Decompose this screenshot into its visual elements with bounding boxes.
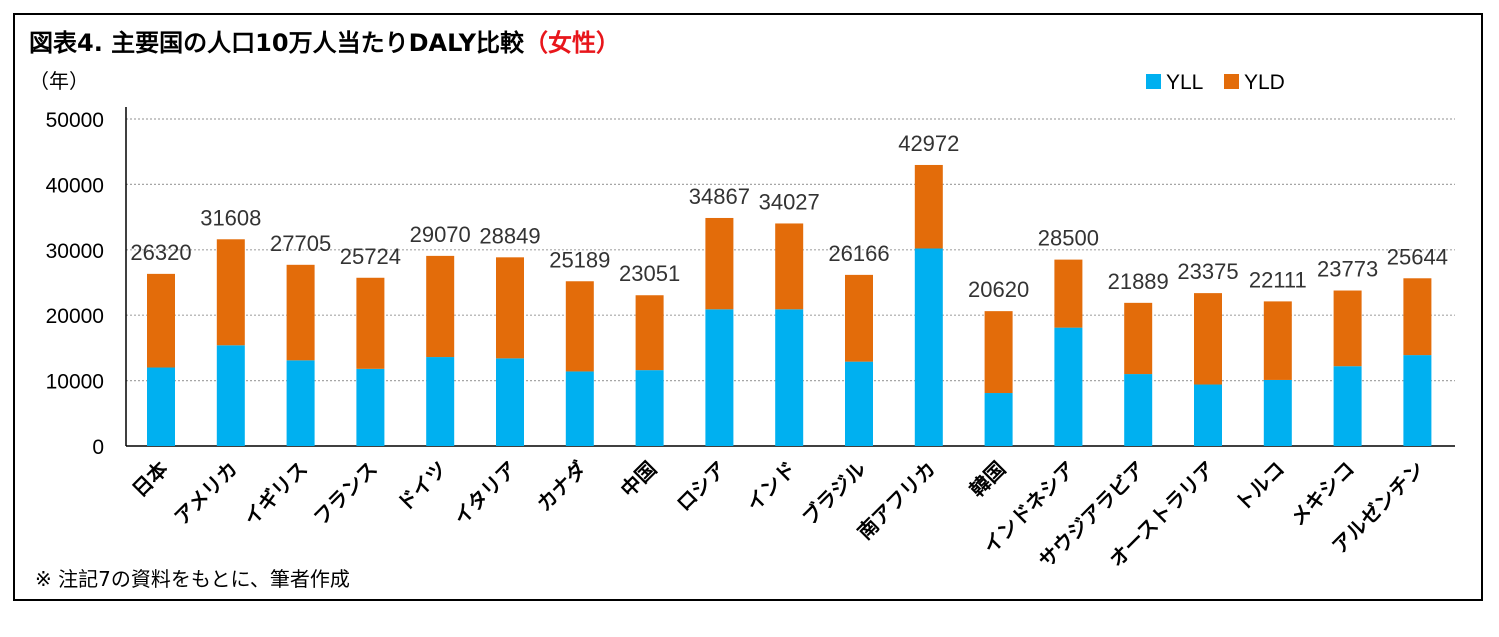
total-label: 31608: [200, 205, 261, 230]
bar-yll-5: [496, 358, 524, 446]
total-label: 42972: [898, 131, 959, 156]
bar-yld-12: [984, 311, 1013, 394]
total-label: 27705: [270, 231, 331, 256]
bar-yld-13: [1054, 259, 1083, 328]
bar-yld-2: [286, 264, 315, 361]
bar-yll-1: [216, 345, 245, 446]
bar-yld-18: [1403, 278, 1432, 356]
legend-label-yll: YLL: [1166, 71, 1203, 94]
bar-yll-11: [914, 248, 943, 446]
y-tick-label: 50000: [46, 109, 104, 132]
bar-yld-17: [1333, 290, 1362, 367]
y-tick-label: 40000: [46, 174, 104, 197]
bar-yll-7: [635, 370, 664, 446]
total-label: 21889: [1108, 269, 1169, 294]
x-category-label: フランス: [309, 457, 382, 530]
x-category-label: 韓国: [965, 457, 1010, 502]
chart-title: 図表4. 主要国の人口10万人当たりDALY比較（女性）: [29, 23, 620, 58]
total-label: 23375: [1177, 259, 1238, 284]
y-tick-label: 20000: [46, 305, 104, 328]
x-category-label: ブラジル: [797, 457, 870, 530]
bar-yld-15: [1194, 293, 1222, 385]
legend-swatch-yld: [1224, 74, 1239, 89]
x-category-label: 中国: [616, 457, 661, 502]
x-category-label: ロシア: [672, 457, 731, 516]
total-label: 26166: [828, 241, 889, 266]
bar-yll-2: [286, 360, 315, 446]
total-label: 29070: [410, 222, 471, 247]
bar-yll-17: [1333, 366, 1362, 446]
total-label: 34027: [759, 189, 820, 214]
title-highlight: （女性）: [524, 29, 620, 57]
bar-yll-16: [1263, 379, 1292, 446]
bar-yld-0: [147, 273, 175, 368]
total-label: 25189: [549, 247, 610, 272]
bar-yld-8: [705, 217, 734, 310]
bar-yld-10: [845, 274, 873, 362]
total-label: 20620: [968, 277, 1029, 302]
total-label: 23051: [619, 261, 680, 286]
total-label: 34867: [689, 184, 750, 209]
y-tick-label: 0: [92, 436, 104, 459]
legend-label-yld: YLD: [1244, 71, 1285, 94]
bar-yll-10: [845, 361, 873, 446]
bar-yll-8: [705, 309, 734, 446]
bar-yld-16: [1263, 301, 1292, 380]
bar-yll-0: [147, 367, 175, 446]
chart-frame: 図表4. 主要国の人口10万人当たりDALY比較（女性） （年） ※ 注記7の資…: [13, 13, 1483, 601]
bar-yll-18: [1403, 355, 1432, 446]
y-tick-label: 10000: [46, 371, 104, 394]
y-axis-unit: （年）: [29, 69, 89, 93]
bar-yll-4: [426, 357, 455, 446]
total-label: 25644: [1387, 244, 1448, 269]
bar-yld-6: [565, 281, 594, 372]
legend-swatch-yll: [1146, 74, 1161, 89]
x-category-label: イタリア: [449, 457, 522, 530]
bar-yll-13: [1054, 327, 1083, 446]
x-category-label: アメリカ: [170, 457, 243, 530]
bar-yld-1: [216, 239, 245, 346]
bar-yld-4: [426, 255, 455, 358]
bar-yll-15: [1194, 384, 1222, 446]
bar-yld-14: [1124, 302, 1153, 375]
bar-yll-12: [984, 393, 1013, 446]
bar-yld-5: [496, 257, 524, 359]
x-category-label: トルコ: [1230, 457, 1289, 516]
bar-yll-3: [356, 368, 385, 446]
x-category-label: イギリス: [239, 457, 313, 531]
bar-yld-7: [635, 295, 664, 371]
x-category-label: カナダ: [532, 457, 591, 516]
bar-yll-14: [1124, 374, 1153, 446]
total-label: 23773: [1317, 257, 1378, 282]
bar-yld-9: [775, 223, 804, 310]
bar-yld-11: [914, 164, 943, 249]
total-label: 28500: [1038, 226, 1099, 251]
x-category-label: 日本: [127, 457, 172, 502]
total-label: 26320: [130, 240, 191, 265]
bar-yll-6: [565, 371, 594, 446]
x-category-label: ドイツ: [392, 457, 451, 516]
total-label: 28849: [479, 223, 540, 248]
source-note: ※ 注記7の資料をもとに、筆者作成: [35, 567, 350, 591]
y-tick-label: 30000: [46, 240, 104, 263]
total-label: 25724: [340, 244, 401, 269]
total-label: 22111: [1249, 267, 1307, 292]
x-category-label: インド: [741, 457, 800, 516]
bar-yll-9: [775, 309, 804, 446]
title-main: 図表4. 主要国の人口10万人当たりDALY比較: [29, 29, 524, 57]
bar-yld-3: [356, 277, 385, 369]
